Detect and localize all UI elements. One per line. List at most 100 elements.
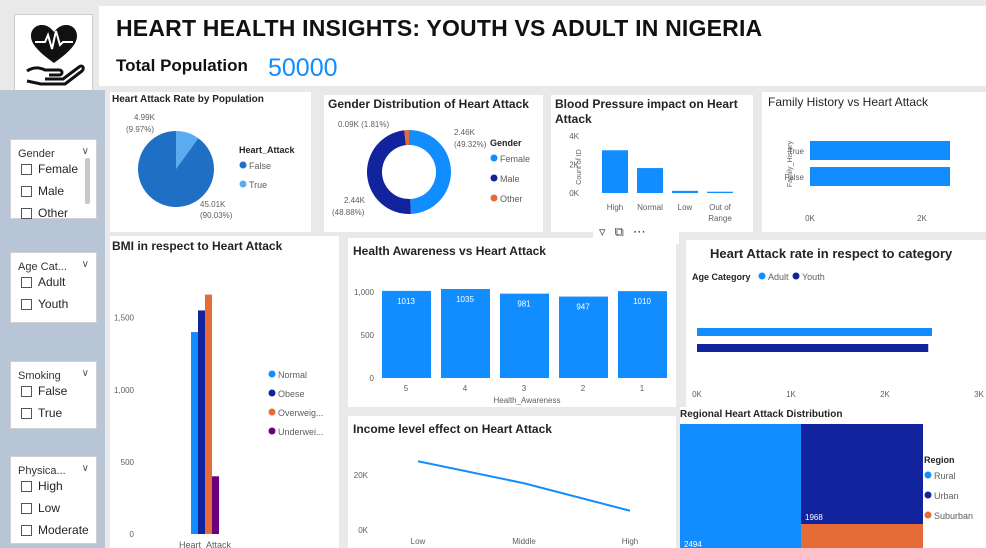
page-title: HEART HEALTH INSIGHTS: YOUTH VS ADULT IN…	[116, 15, 763, 41]
series-line	[417, 460, 631, 512]
data-label: 2.44K	[344, 196, 366, 205]
x-tick: 5	[404, 384, 409, 393]
x-tick: Out of	[709, 203, 732, 212]
option-label: Youth	[38, 297, 69, 311]
x-tick: 2K	[880, 390, 890, 399]
data-label: 4.99K	[134, 113, 156, 122]
y-tick: 1,500	[114, 314, 135, 323]
bar	[810, 141, 950, 160]
data-label: 1035	[456, 295, 474, 304]
chart-title: Heart Attack rate in respect to category	[710, 246, 953, 261]
slicer-option[interactable]: Low	[21, 501, 60, 515]
slicer-option[interactable]: Youth	[21, 297, 68, 311]
logo-panel	[14, 14, 93, 91]
focus-mode-icon[interactable]: ⧉	[614, 224, 624, 239]
bar	[672, 190, 698, 193]
checkbox[interactable]	[21, 276, 32, 288]
slicer-option[interactable]: Other	[21, 206, 68, 220]
age-category-slicer[interactable]: Age Cat... ∨ Adult Youth	[10, 252, 97, 323]
x-tick: Heart_Attack	[179, 540, 232, 548]
pie-chart-panel[interactable]: Heart Attack Rate by Population 4.99K (9.…	[110, 92, 311, 232]
option-label: Other	[38, 206, 69, 220]
slicer-option[interactable]: Adult	[21, 275, 65, 289]
bar	[707, 191, 733, 193]
option-label: Low	[38, 501, 61, 515]
bar	[810, 167, 950, 186]
x-tick: 2K	[917, 214, 927, 223]
pie-slice-false	[138, 131, 214, 207]
physical-activity-slicer[interactable]: Physica... ∨ High Low Moderate	[10, 456, 97, 544]
filter-icon[interactable]: ▿	[599, 224, 606, 239]
checkbox[interactable]	[21, 407, 32, 419]
checkbox[interactable]	[21, 480, 32, 492]
axis-label: Family_History	[787, 140, 794, 187]
checkbox[interactable]	[21, 502, 32, 514]
donut-chart-panel[interactable]: Gender Distribution of Heart Attack 2.46…	[324, 95, 543, 232]
health-awareness-chart: 0 500 1,000 1013 5 1035 4 981 3 947 2 1010 1 Health_A…	[354, 288, 667, 405]
heart-in-hand-icon	[26, 25, 85, 86]
scrollbar[interactable]	[85, 158, 90, 204]
legend-label: False	[249, 161, 271, 171]
checkbox[interactable]	[21, 298, 32, 310]
bar	[697, 328, 932, 336]
region-panel[interactable]: Regional Heart Attack Distribution 2494 1…	[680, 407, 986, 548]
smoking-slicer[interactable]: Smoking ∨ False True	[10, 361, 97, 429]
y-tick: 1,000	[114, 386, 135, 395]
checkbox[interactable]	[21, 524, 32, 536]
chevron-down-icon[interactable]: ∨	[81, 146, 89, 157]
legend-marker	[792, 272, 800, 280]
legend-label: Obese	[278, 389, 305, 399]
chevron-down-icon[interactable]: ∨	[81, 463, 89, 474]
chevron-down-icon[interactable]: ∨	[81, 259, 89, 270]
checkbox[interactable]	[21, 185, 32, 197]
bar	[602, 150, 628, 193]
checkbox[interactable]	[21, 385, 32, 397]
y-tick: 0	[370, 374, 375, 383]
legend-marker	[239, 180, 247, 188]
age-category-panel[interactable]: Heart Attack rate in respect to category…	[686, 240, 986, 408]
bar	[697, 344, 929, 352]
legend-label: Male	[500, 174, 520, 184]
bar	[637, 168, 663, 193]
age-category-chart: Age Category Adult Youth 0K 1K 2K 3K	[692, 272, 985, 399]
x-tick: Normal	[637, 203, 663, 212]
bmi-panel[interactable]: BMI in respect to Heart Attack 0 500 1,000…	[110, 236, 339, 548]
blood-pressure-panel[interactable]: Blood Pressure impact on Heart Attack Co…	[551, 95, 753, 232]
axis-label: Count of ID	[576, 149, 583, 184]
income-panel[interactable]: Income level effect on Heart Attack 0K 20…	[348, 416, 676, 548]
slicer-option[interactable]: Male	[21, 184, 64, 198]
bar	[618, 291, 667, 378]
checkbox[interactable]	[21, 207, 32, 219]
family-history-panel[interactable]: Family History vs Heart Attack Family_Hi…	[762, 92, 986, 232]
legend-marker	[239, 161, 247, 169]
legend-title: Gender	[490, 138, 522, 148]
legend-label: Underwei...	[278, 427, 324, 437]
checkbox[interactable]	[21, 163, 32, 175]
more-options-icon[interactable]: ⋯	[632, 224, 646, 239]
slicer-option[interactable]: True	[21, 406, 62, 420]
data-label: 0.09K (1.81%)	[338, 120, 389, 129]
gender-slicer[interactable]: Gender ∨ Female Male Other	[10, 139, 97, 220]
legend-label: Adult	[768, 272, 789, 282]
x-tick: High	[607, 203, 623, 212]
y-tick: 500	[121, 458, 135, 467]
data-label: (48.88%)	[332, 208, 365, 217]
slicer-option[interactable]: False	[21, 384, 67, 398]
pie-chart: 4.99K (9.97%) 45.01K (90.03%) Heart_Attack Fa…	[126, 113, 296, 220]
data-label: 1968	[805, 513, 823, 522]
health-awareness-panel[interactable]: Health Awareness vs Heart Attack 0 500 1,0…	[348, 238, 676, 407]
slicer-option[interactable]: Female	[21, 162, 78, 176]
legend-label: Suburban	[934, 511, 973, 521]
chevron-down-icon[interactable]: ∨	[81, 368, 89, 379]
option-label: False	[38, 384, 68, 398]
bar	[382, 290, 431, 378]
population-value: 50000	[268, 54, 338, 82]
legend-title: Region	[924, 455, 955, 465]
legend-label: Rural	[934, 471, 956, 481]
x-tick: 3K	[974, 390, 984, 399]
legend-marker	[490, 174, 498, 182]
chart-title: Heart Attack Rate by Population	[112, 94, 264, 105]
legend-title: Age Category	[692, 272, 751, 282]
slicer-option[interactable]: Moderate	[21, 523, 89, 537]
slicer-option[interactable]: High	[21, 479, 63, 493]
